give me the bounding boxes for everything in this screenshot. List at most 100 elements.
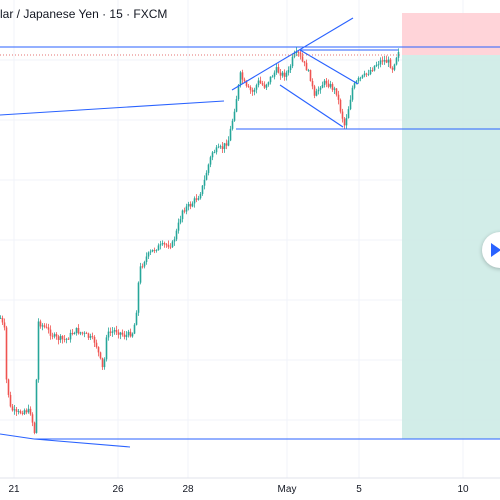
candle — [161, 240, 164, 246]
candle — [183, 207, 186, 214]
time-axis-tick-label: May — [278, 484, 297, 495]
candle-body — [397, 52, 400, 58]
wedge-lower-line[interactable] — [279, 84, 344, 128]
candle — [153, 247, 156, 254]
candle — [119, 331, 122, 340]
drawings-layer[interactable] — [0, 17, 500, 448]
candle — [11, 403, 14, 412]
candle-body — [195, 198, 198, 200]
candle — [293, 50, 296, 59]
candle — [19, 409, 22, 415]
candle — [229, 125, 232, 142]
go-to-realtime-button[interactable] — [482, 232, 500, 268]
trendline-upper-left[interactable] — [0, 100, 225, 116]
candle — [5, 325, 8, 384]
candle-series — [0, 47, 400, 435]
candle — [261, 80, 264, 87]
candle — [267, 81, 270, 87]
candle — [39, 319, 42, 329]
candle — [283, 69, 286, 81]
candle — [145, 252, 148, 265]
candle-body — [107, 331, 110, 338]
candle-body — [247, 85, 250, 88]
candle-body — [189, 203, 192, 207]
candle-body — [93, 336, 96, 343]
candle — [329, 80, 332, 89]
candle — [57, 334, 60, 345]
candle-body — [355, 81, 358, 84]
candle-body — [323, 80, 326, 85]
candle-body — [197, 198, 200, 200]
candle — [163, 241, 166, 248]
candle-body — [265, 84, 268, 88]
candle — [225, 139, 228, 150]
candle — [317, 86, 320, 95]
candle — [221, 141, 224, 154]
candle — [111, 327, 114, 337]
candle — [17, 408, 20, 415]
wedge-upper-line[interactable] — [299, 49, 359, 85]
candle — [235, 95, 238, 113]
candle — [397, 48, 400, 62]
candle — [365, 72, 368, 77]
candle — [361, 74, 364, 79]
candle — [313, 84, 316, 99]
candle — [377, 61, 380, 69]
candle-body — [163, 243, 166, 245]
bottom-left-trendline[interactable] — [0, 433, 35, 440]
candle-body — [1, 317, 4, 323]
candle-body — [43, 325, 46, 327]
candle-body — [319, 87, 322, 90]
candle — [319, 85, 322, 94]
candle-body — [7, 379, 10, 395]
candle-body — [125, 335, 128, 337]
candle — [177, 218, 180, 234]
candle-body — [283, 72, 286, 77]
candle-body — [105, 337, 108, 360]
candle — [7, 378, 10, 398]
position-zones — [402, 13, 500, 439]
candle — [269, 76, 272, 85]
candle — [219, 144, 222, 149]
candle-body — [279, 72, 282, 76]
candle — [209, 155, 212, 168]
candle-body — [389, 59, 392, 68]
candle — [15, 407, 18, 417]
candle — [0, 315, 2, 319]
time-axis-tick-label: 10 — [457, 484, 469, 495]
candle-body — [57, 336, 60, 341]
stop-loss-zone — [402, 13, 500, 55]
candle-body — [339, 99, 342, 112]
candle-body — [183, 210, 186, 212]
time-axis-tick-label: 28 — [182, 484, 194, 495]
candle — [109, 327, 112, 336]
candle-body — [27, 408, 30, 413]
rising-channel-upper-line[interactable] — [231, 17, 354, 91]
candle — [155, 249, 158, 253]
candle-body — [303, 61, 306, 63]
candle-body — [59, 336, 62, 341]
candle — [135, 310, 138, 326]
candle-body — [25, 410, 28, 413]
candle — [301, 52, 304, 63]
candle — [3, 318, 6, 331]
candle-body — [99, 352, 102, 359]
candle — [213, 149, 216, 154]
candle — [151, 249, 154, 253]
candle — [13, 405, 16, 415]
candle — [87, 332, 90, 340]
candle-body — [269, 76, 272, 83]
candle — [65, 337, 68, 344]
candle — [289, 64, 292, 74]
candle-body — [221, 146, 224, 150]
candle — [345, 114, 348, 129]
bottom-trendline-extension[interactable] — [33, 438, 131, 448]
candle — [271, 74, 274, 78]
candle — [107, 327, 110, 341]
candle-body — [321, 84, 324, 88]
candle-body — [53, 334, 56, 337]
candle — [373, 65, 376, 72]
candle — [61, 335, 64, 344]
